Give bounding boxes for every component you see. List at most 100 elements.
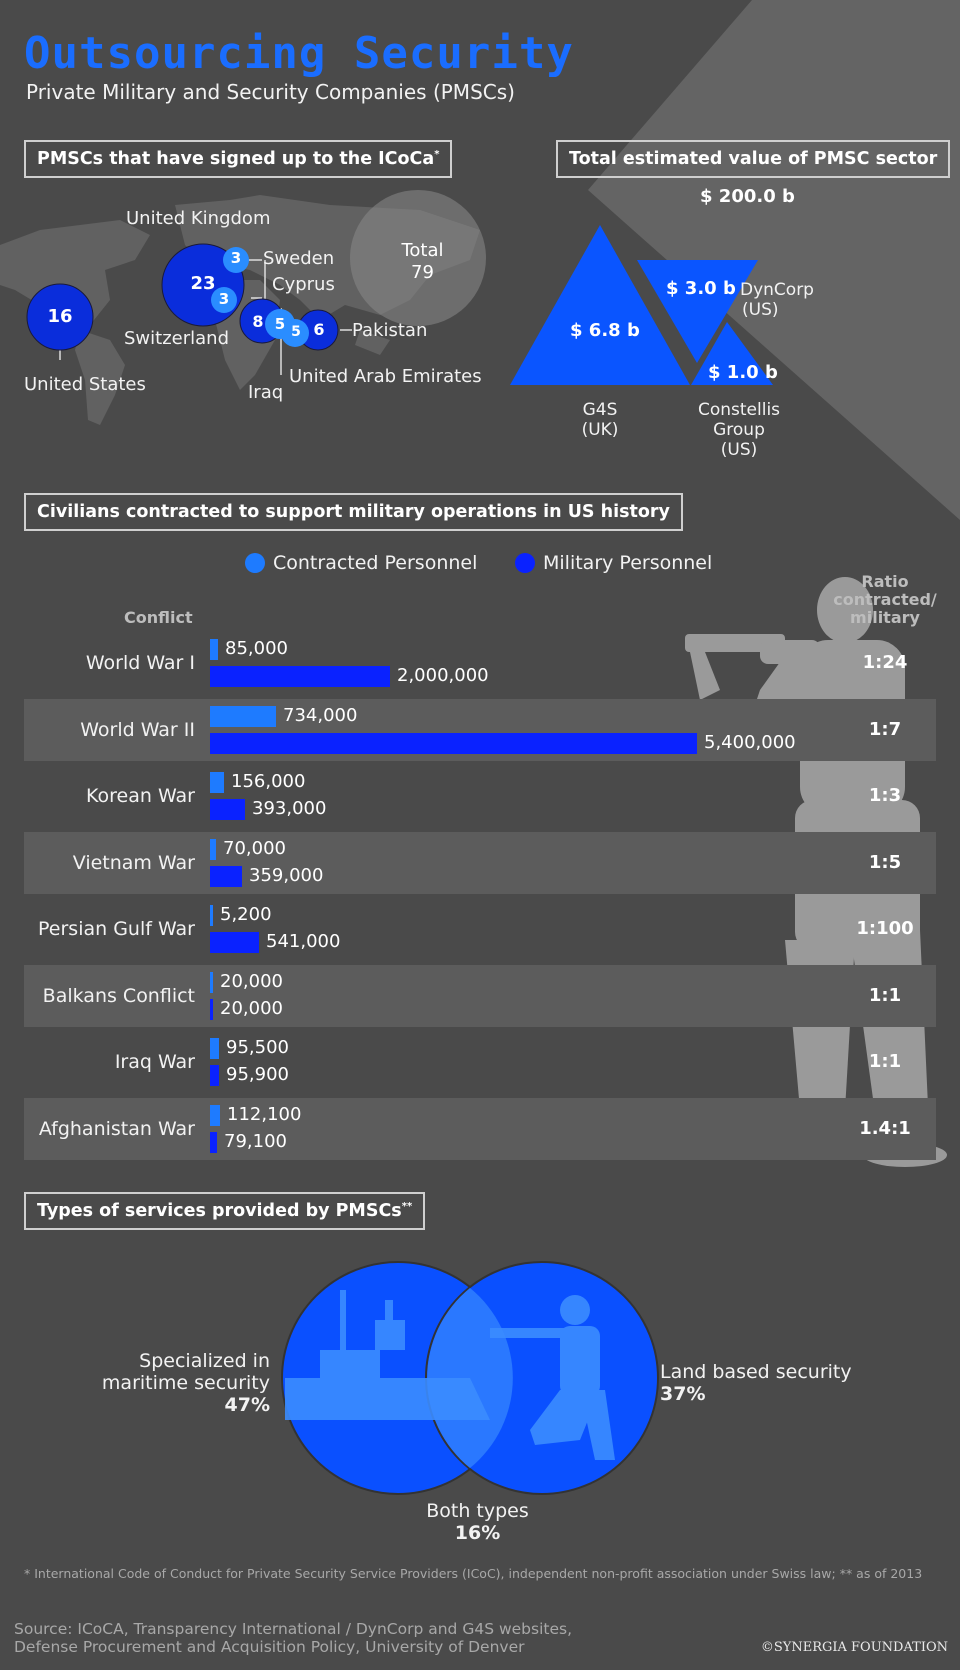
label-g4s-line1: G4S [582,400,618,420]
total-label-text: Total [401,240,444,261]
value-military: 5,400,000 [704,731,796,753]
icoca-heading: PMSCs that have signed up to the ICoCa* [24,140,453,178]
label-united-kingdom: United Kingdom [126,208,271,229]
venn-both-label: Both types 16% [400,1500,555,1544]
value-military: 393,000 [252,798,327,819]
value-contracted: 734,000 [283,704,358,726]
page-title: Outsourcing Security [24,28,574,79]
value-dyncorp: $ 3.0 b [666,278,736,299]
count-united-kingdom: 23 [190,273,216,294]
table-row-band [24,964,936,1027]
value-contracted: 112,100 [227,1103,302,1125]
count-iraq: 5 [274,315,286,333]
conflict-label: Vietnam War [72,851,195,874]
value-constellis: $ 1.0 b [708,362,778,383]
total-label: Total 79 [375,240,470,284]
source-line1: Source: ICoCA, Transparency Internationa… [14,1620,573,1638]
bar-military [210,1131,217,1153]
value-military: 359,000 [249,864,324,886]
label-united-states: United States [24,374,146,395]
bar-military [210,799,245,820]
value-military: 95,900 [226,1064,289,1085]
legend-contracted-label: Contracted Personnel [273,552,478,574]
value-g4s: $ 6.8 b [570,320,640,341]
col-ratio-l2: contracted/ [833,590,937,609]
bar-military [210,932,259,953]
conflict-label: Afghanistan War [38,1117,195,1140]
col-ratio-header: Ratio contracted/ military [825,573,945,627]
icoca-heading-mark: * [434,149,440,161]
venn-maritime-label: Specialized in maritime security 47% [80,1350,270,1416]
ratio-value: 1.4:1 [859,1117,911,1139]
value-military: 79,100 [224,1130,287,1152]
services-heading: Types of services provided by PMSCs** [24,1192,426,1230]
bubble-uae [281,319,309,347]
venn-land-pct: 37% [660,1383,706,1405]
value-contracted: 95,500 [226,1037,289,1058]
label-dyncorp-line2: (US) [742,300,779,320]
conflict-label: Persian Gulf War [38,918,195,940]
ratio-value: 1:7 [868,718,902,740]
count-united-states: 16 [47,306,73,327]
label-cyprus: Cyprus [272,274,335,295]
legend-military-label: Military Personnel [543,552,713,574]
legend-contracted: Contracted Personnel [245,552,477,574]
label-dyncorp-line1: DynCorp [740,280,814,300]
venn-both-l1: Both types [426,1500,529,1522]
label-g4s-line2: (UK) [581,420,619,440]
ratio-value: 1:100 [856,918,914,939]
venn-maritime-l2: maritime security [101,1372,270,1394]
bar-military [210,865,242,887]
venn-maritime-l1: Specialized in [139,1350,270,1372]
count-switzerland: 8 [252,312,264,331]
total-circle [350,190,486,326]
source: Source: ICoCA, Transparency Internationa… [14,1620,572,1656]
triangle-constellis [691,322,773,385]
table-row-band [24,1097,936,1160]
value-military: 2,000,000 [397,665,489,686]
value-contracted: 85,000 [225,638,288,659]
ratio-value: 1:5 [868,851,902,873]
venn-both-pct: 16% [454,1522,501,1544]
label-g4s: G4S (UK) [560,400,640,440]
ship-icon [285,1290,490,1420]
label-uae: United Arab Emirates [289,366,482,387]
background-triangle [588,0,960,520]
value-military: 541,000 [266,931,341,952]
services-heading-mark: ** [401,1201,413,1213]
icoca-heading-text: PMSCs that have signed up to the ICoCa [37,149,435,169]
count-pakistan: 6 [313,320,325,339]
bubble-sweden [223,247,249,273]
page-subtitle: Private Military and Security Companies … [26,80,515,104]
count-cyprus: 3 [218,290,230,308]
count-uae: 5 [291,324,301,340]
value-contracted: 156,000 [231,771,306,792]
ratio-value: 1:3 [868,785,902,806]
bar-military [210,666,390,687]
legend-contracted-dot [245,553,265,573]
venn-land-l1: Land based security [660,1361,852,1383]
conflict-label: Korean War [86,785,195,807]
venn-land-label: Land based security 37% [660,1361,900,1405]
sector-total: $ 200.0 b [700,186,795,207]
credit: ©SYNERGIA FOUNDATION [760,1640,948,1655]
bar-military [210,732,697,754]
ratio-value: 1:1 [868,1051,902,1072]
venn-diagram [281,1261,659,1495]
ratio-value: 1:1 [868,984,902,1006]
triangle-dyncorp [637,260,758,363]
label-iraq: Iraq [248,382,284,403]
label-dyncorp: DynCorp (US) [740,280,830,320]
bar-contracted [210,905,213,926]
bar-contracted [210,838,216,860]
count-sweden: 3 [230,249,242,267]
soldier-kneeling-icon [490,1295,615,1460]
bubble-cyprus [211,287,237,313]
col-conflict-header: Conflict [124,608,193,627]
value-contracted: 20,000 [220,970,283,992]
conflict-label: World War II [80,718,195,741]
services-heading-text: Types of services provided by PMSCs [37,1201,402,1221]
bar-contracted [210,639,218,660]
col-ratio-l3: military [850,608,920,627]
label-constellis-line2: Group [713,420,765,440]
